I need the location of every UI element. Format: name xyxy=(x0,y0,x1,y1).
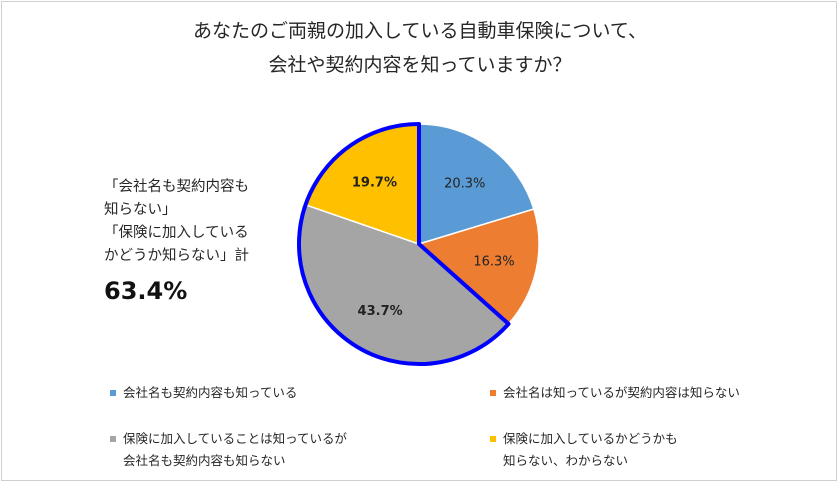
legend-swatch-4 xyxy=(490,436,496,442)
pie-slice-1 xyxy=(418,123,535,246)
legend-swatch-3 xyxy=(110,436,116,442)
summary-note-line-4: かどうか知らない」計 xyxy=(104,248,249,264)
summary-note-line-1: 「会社名も契約内容も xyxy=(104,179,249,195)
summary-note-total: 63.4% xyxy=(104,277,188,305)
highlight-outline xyxy=(297,122,511,366)
legend-label-2: 会社名は知っているが契約内容は知らない xyxy=(503,385,740,400)
legend-label-4: 保険に加入しているかどうかも 知らない、わからない xyxy=(503,431,678,468)
legend-label-1: 会社名も契約内容も知っている xyxy=(123,385,298,400)
pie-label-4: 19.7% xyxy=(352,175,397,190)
pie-slice-2 xyxy=(417,208,540,325)
pie-label-1: 20.3% xyxy=(444,176,485,191)
summary-note-line-3: 「保険に加入している xyxy=(104,225,249,241)
legend-swatch-2 xyxy=(490,390,496,396)
summary-note: 「会社名も契約内容も 知らない」 「保険に加入している かどうか知らない」計 6… xyxy=(104,176,249,306)
summary-note-line-2: 知らない」 xyxy=(104,202,177,218)
pie-label-2: 16.3% xyxy=(473,255,514,270)
legend-label-3: 保険に加入していることは知っているが 会社名も契約内容も知らない xyxy=(123,431,348,468)
chart-title-line-2: 会社や契約内容を知っていますか？ xyxy=(268,54,572,76)
chart-title: あなたのご両親の加入している自動車保険について、 会社や契約内容を知っていますか… xyxy=(0,14,840,82)
pie-label-3: 43.7% xyxy=(358,304,403,319)
chart-title-line-1: あなたのご両親の加入している自動車保険について、 xyxy=(193,20,647,42)
legend-swatch-1 xyxy=(110,390,116,396)
